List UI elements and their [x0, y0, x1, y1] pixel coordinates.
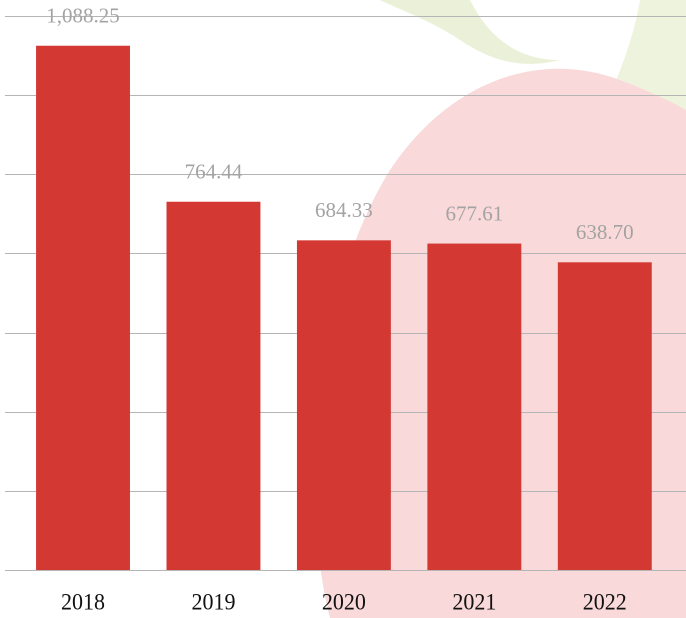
- data-label: 764.44: [185, 160, 243, 184]
- bar: [427, 243, 522, 571]
- x-tick-label: 2022: [583, 589, 627, 614]
- x-tick-label: 2021: [452, 589, 496, 614]
- x-tick-label: 2019: [191, 589, 235, 614]
- x-tick-label: 2018: [61, 589, 105, 614]
- data-label: 684.33: [315, 198, 373, 222]
- bar: [296, 240, 391, 570]
- bar: [166, 201, 261, 571]
- x-tick-label: 2020: [322, 589, 366, 614]
- leaf: [380, 0, 560, 64]
- data-label: 677.61: [445, 201, 503, 225]
- data-label: 1,088.25: [46, 4, 120, 28]
- data-label: 638.70: [576, 220, 634, 244]
- bar: [557, 262, 652, 570]
- bar: [36, 45, 130, 571]
